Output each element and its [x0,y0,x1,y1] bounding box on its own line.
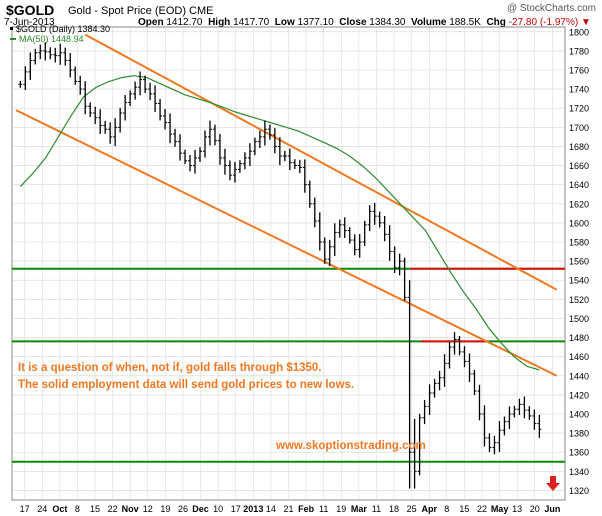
x-axis-ticks: 17 24 Oct 8 15 22 Nov 12 19 26 Dec 10 17 2013 14 21 Feb 1… [20,504,561,514]
y-tick-label: 1600 [569,218,589,228]
annotation-url: www.skoptionstrading.com [275,440,426,452]
quote-date: 7-Jun-2013 [4,17,55,28]
stockcharts-watermark[interactable]: @ StockCharts.com [506,3,596,14]
x-tick-label: 2013 [243,504,263,514]
legend-ma-label: MA(50) 1448.94 [19,34,84,44]
y-tick-label: 1500 [569,314,589,324]
x-tick-label: 20 [530,504,540,514]
instrument-description: Gold - Spot Price (EOD) [68,5,186,17]
annotation-line-1: It is a question of when, not if, gold f… [18,362,322,374]
y-tick-label: 1420 [569,390,589,400]
x-tick-label: Oct [52,504,67,514]
channel-upper-line [84,33,558,291]
x-tick-label: 8 [75,504,80,514]
legend-price-swatch [10,27,13,30]
chg-value: -27.80 (-1.97%) [508,17,579,28]
x-tick-label: Nov [122,504,139,514]
x-tick-label: May [491,504,509,514]
grid-lines [12,27,565,500]
chg-down-icon: ▼ [580,17,591,28]
x-tick-label: 11 [319,504,328,514]
y-tick-label: 1460 [569,352,589,362]
x-tick-label: 13 [512,504,522,514]
open-label: Open [138,17,164,28]
x-tick-label: 22 [108,504,118,514]
volume-value: 188.5K [449,17,481,28]
x-tick-label: 24 [37,504,47,514]
x-tick-label: 19 [336,504,346,514]
y-tick-label: 1380 [569,429,589,439]
x-tick-label: 17 [20,504,30,514]
ma50-line [19,75,540,371]
y-tick-label: 1360 [569,448,589,458]
open-value: 1412.70 [166,17,203,28]
y-tick-label: 1520 [569,295,589,305]
horizontal-levels [12,267,565,463]
x-tick-label: Feb [298,504,315,514]
price-channel [15,33,558,377]
x-tick-label: 15 [90,504,100,514]
y-tick-label: 1760 [569,66,589,76]
x-tick-label: Jun [544,504,560,514]
y-tick-label: 1580 [569,238,589,248]
y-tick-label: 1700 [569,123,589,133]
chg-label: Chg [486,17,506,28]
legend-price-label: $GOLD (Daily) 1384.30 [16,24,110,34]
x-tick-label: 11 [372,504,381,514]
y-tick-label: 1620 [569,199,589,209]
x-tick-label: Dec [192,504,209,514]
y-tick-label: 1740 [569,85,589,95]
x-tick-label: 22 [477,504,487,514]
x-tick-label: 17 [231,504,241,514]
y-tick-label: 1340 [569,467,589,477]
channel-lower-line [15,109,558,377]
y-axis-ticks: 1320 1340 1360 1380 1400 1420 1440 1460 1480 1500… [569,27,589,496]
y-tick-label: 1640 [569,180,589,190]
y-tick-label: 1540 [569,276,589,286]
y-tick-label: 1780 [569,46,589,56]
x-tick-label: 8 [444,504,449,514]
quote-stats: Open 1412.70 High 1417.70 Low 1377.10 Cl… [138,17,591,28]
x-tick-label: 19 [160,504,170,514]
y-tick-label: 1560 [569,257,589,267]
x-tick-label: Mar [351,504,368,514]
chart-legend: $GOLD (Daily) 1384.30 MA(50) 1448.94 [10,24,110,44]
close-label: Close [339,17,367,28]
annotation-line-2: The solid employment data will send gold… [18,379,354,391]
y-tick-label: 1400 [569,410,589,420]
y-tick-label: 1680 [569,142,589,152]
y-tick-label: 1720 [569,104,589,114]
y-tick-label: 1480 [569,333,589,343]
high-label: High [208,17,231,28]
symbol-title: $GOLD [6,2,55,18]
down-arrow-icon [546,476,560,491]
x-tick-label: 25 [407,504,417,514]
x-tick-label: 18 [389,504,399,514]
x-tick-label: 14 [266,504,276,514]
high-value: 1417.70 [233,17,270,28]
instrument-name: Gold - Spot Price (EOD) CME [68,5,214,17]
x-tick-label: 26 [178,504,188,514]
exchange-label: CME [189,5,214,17]
y-tick-label: 1320 [569,486,589,496]
x-tick-label: 21 [283,504,293,514]
low-label: Low [274,17,295,28]
ohlc-bars [18,42,542,489]
low-value: 1377.10 [297,17,334,28]
x-tick-label: Apr [421,504,437,514]
y-tick-label: 1660 [569,161,589,171]
close-value: 1384.30 [369,17,406,28]
volume-label: Volume [411,17,447,28]
y-tick-label: 1800 [569,27,589,37]
x-tick-label: 12 [143,504,153,514]
x-tick-label: 10 [213,504,223,514]
legend-ma-swatch [10,38,16,40]
x-tick-label: 15 [459,504,469,514]
y-tick-label: 1440 [569,371,589,381]
